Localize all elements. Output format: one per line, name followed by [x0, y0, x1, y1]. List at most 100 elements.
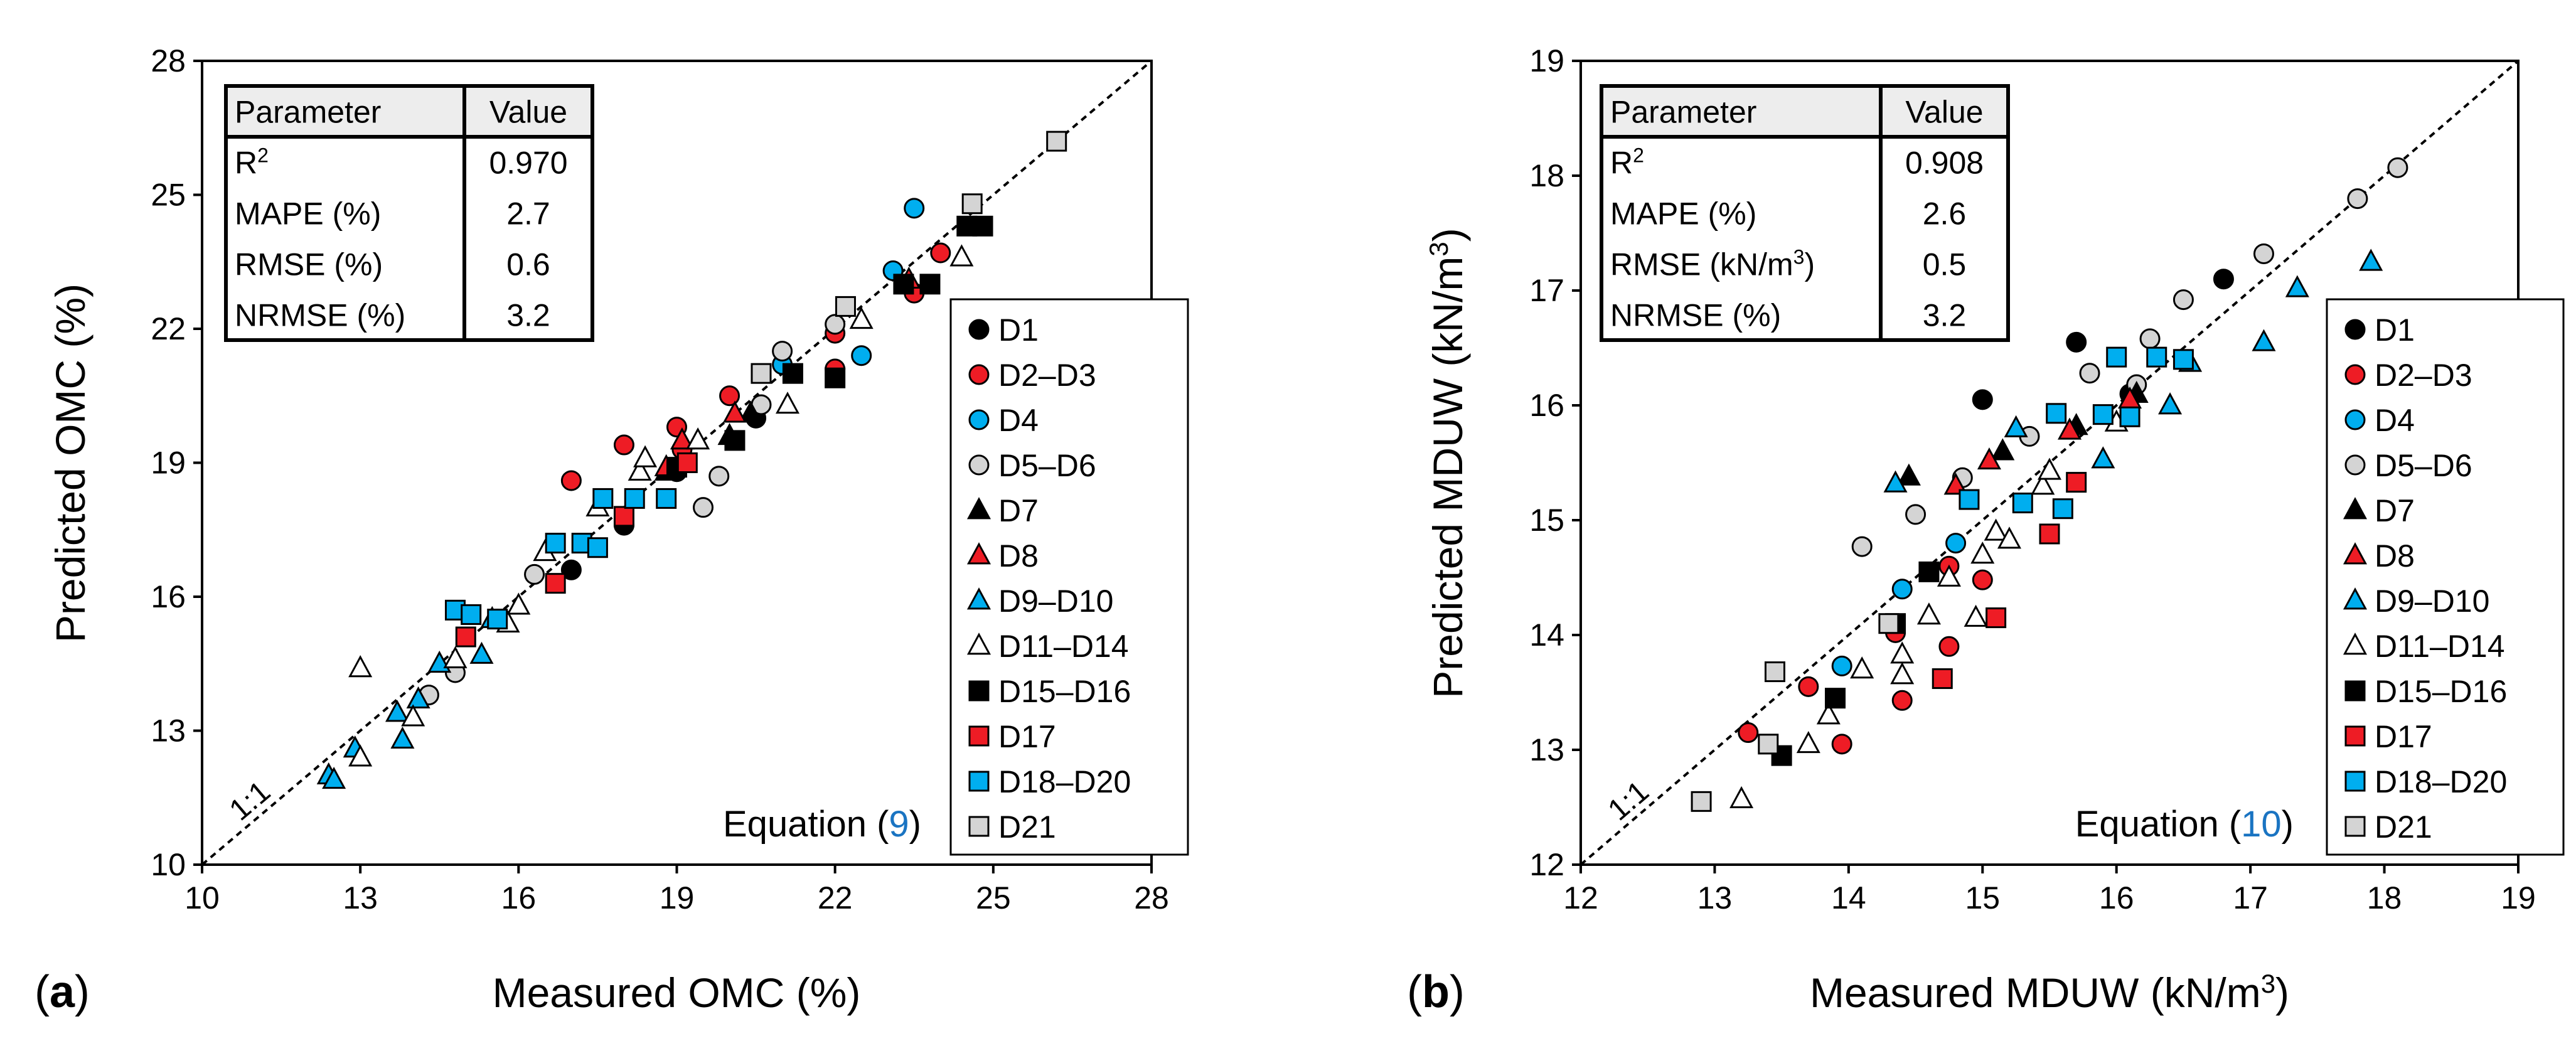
panel-b-point-d2-d3	[1938, 636, 1960, 657]
panel-b-x-tick-label: 12	[1563, 880, 1598, 915]
panel-b-legend-marker	[2344, 454, 2366, 476]
panel-b-legend-label: D1	[2375, 312, 2415, 348]
panel-a-table-param: RMSE (%)	[235, 247, 383, 282]
panel-a-legend-marker	[968, 725, 990, 747]
panel-b-x-tick-labels: 12 13 14 15 16 17 18 19	[1563, 880, 2536, 915]
panel-b-table-param: R2	[1610, 144, 1644, 180]
panel-a-point-d17	[455, 626, 476, 648]
panel-a-point-d4	[851, 345, 872, 366]
panel-b-one-to-one-label: 1:1	[1602, 775, 1655, 828]
panel-a-point-d11-d14	[401, 704, 425, 727]
panel-a-data-points	[316, 131, 1067, 789]
panel-a-y-tick-label: 16	[151, 579, 186, 614]
panel-b-label: (b)	[1407, 967, 1465, 1017]
panel-b-table-value: 2.6	[1923, 196, 1967, 231]
panel-a-point-d2-d3	[613, 434, 634, 456]
panel-a-table-border	[224, 84, 594, 342]
panel-b-x-tick-label: 18	[2367, 880, 2402, 915]
panel-b-y-tick-label: 13	[1529, 732, 1564, 767]
panel-b-point-d2-d3	[1972, 569, 1993, 590]
panel-b-legend-marker	[2343, 542, 2368, 565]
panel-a-point-d4	[904, 198, 925, 219]
panel-a-legend-marker	[968, 771, 990, 792]
panel-a-table-value: 3.2	[506, 297, 550, 333]
panel-a-equation-number: 9	[889, 804, 909, 845]
panel-a-point-d11-d14	[443, 646, 468, 668]
panel-a-table-value: 0.970	[489, 145, 567, 180]
panel-a-point-d15-d16	[972, 215, 993, 237]
panel-b-point-d5-d6	[1851, 536, 1873, 557]
panel-b-point-d15-d16	[1918, 561, 1940, 582]
panel-b-stats-table: Parameter Value R2 0.908 MAPE (%) 2.6 RMSE (kN…	[1600, 84, 2010, 342]
panel-a-label: (a)	[35, 967, 90, 1017]
panel-b-table-param: NRMSE (%)	[1610, 297, 1781, 333]
panel-b-point-d18-d20	[2119, 406, 2140, 427]
panel-b-point-d11-d14	[1729, 786, 1754, 809]
panel-a-y-tick-label: 19	[151, 446, 186, 481]
panel-a-y-tick-label: 22	[151, 311, 186, 346]
panel-a-point-d11-d14	[633, 445, 658, 467]
panel-a-y-tick-labels: 10 13 16 19 22 25 28	[151, 43, 186, 882]
panel-b-point-d5-d6	[1905, 504, 1927, 525]
panel-a-legend-label: D1	[998, 312, 1039, 348]
panel-a-point-d15-d16	[919, 274, 941, 295]
panel-b-point-d17	[2066, 472, 2087, 493]
panel-a-point-d21	[1046, 131, 1067, 152]
panel-a-legend-label: D4	[998, 403, 1039, 438]
panel-b-point-d9-d10	[1883, 470, 1908, 493]
panel-b-point-d21	[1691, 791, 1712, 812]
panel-b-legend-marker	[2344, 680, 2366, 702]
panel-b-point-d11-d14	[1796, 731, 1820, 754]
panel-a-point-d21	[751, 363, 772, 384]
panel-a-table-header-parameter: Parameter	[235, 94, 381, 129]
panel-b-point-d11-d14	[1890, 662, 1915, 685]
panel-b-y-tick-labels: 12 13 14 15 16 17 18 19	[1529, 43, 1564, 882]
panel-a-point-d15-d16	[724, 430, 746, 451]
panel-a-point-d2-d3	[560, 470, 582, 491]
panel-b-point-d2-d3	[1798, 676, 1819, 697]
panel-b-x-axis-label: Measured MDUW (kN/m3)	[1810, 969, 2289, 1017]
panel-b-legend-label: D11–D14	[2375, 629, 2505, 664]
panel-b-legend-marker	[2343, 632, 2368, 655]
panel-a-table-header-value: Value	[489, 94, 567, 129]
panel-b-point-d18-d20	[2046, 403, 2067, 424]
panel-a-legend-label: D8	[998, 538, 1039, 574]
panel-b-point-d8	[1943, 472, 1968, 495]
panel-b-y-tick-label: 19	[1529, 43, 1564, 78]
panel-a-legend-label: D21	[998, 809, 1056, 845]
panel-a-point-d8	[722, 400, 747, 423]
panel-a-x-tick-label: 10	[184, 880, 220, 915]
panel-a-point-d1	[560, 559, 582, 580]
panel-b-point-d21	[1878, 613, 1900, 634]
panel-b-table-border	[1600, 84, 2010, 342]
panel-a-point-d18-d20	[545, 533, 566, 554]
panel-a-table-param: MAPE (%)	[235, 196, 381, 231]
panel-a-point-d15-d16	[782, 363, 803, 384]
panel-b-point-d11-d14	[1997, 526, 2021, 549]
panel-b-label-letter: b	[1422, 967, 1450, 1017]
panel-a-table-param: NRMSE (%)	[235, 297, 405, 333]
panel-a-legend-marker	[968, 364, 990, 385]
panel-b-point-d7	[1896, 463, 1921, 486]
panel-a-point-d8	[670, 427, 694, 450]
panel-a-y-tick-label: 25	[151, 178, 186, 213]
panel-b-table-param: RMSE (kN/m3)	[1610, 245, 1815, 282]
panel-a-point-d11-d14	[775, 392, 800, 414]
panel-b-legend-label: D2–D3	[2375, 358, 2472, 393]
panel-b-point-d11-d14	[1816, 702, 1841, 725]
panel-a-legend-marker	[968, 680, 990, 702]
panel-b-point-d21	[1764, 661, 1785, 683]
panel-a-point-d18-d20	[487, 609, 508, 630]
panel-a-legend-marker	[968, 816, 990, 837]
panel-b-point-d5-d6	[2347, 188, 2368, 210]
panel-b-point-d5-d6	[2387, 157, 2408, 178]
panel-a-point-d17	[613, 506, 634, 527]
panel-a-equation-label: Equation (9)	[723, 804, 921, 845]
panel-a-point-d9-d10	[469, 641, 494, 664]
panel-a-point-d5-d6	[708, 466, 730, 487]
panel-b-point-d18-d20	[2146, 346, 2167, 368]
panel-b-x-tick-label: 14	[1831, 880, 1866, 915]
panel-a-legend-marker	[966, 497, 991, 520]
panel-b-equation-label: Equation (10)	[2075, 804, 2294, 845]
panel-b-point-d15-d16	[1825, 688, 1846, 709]
